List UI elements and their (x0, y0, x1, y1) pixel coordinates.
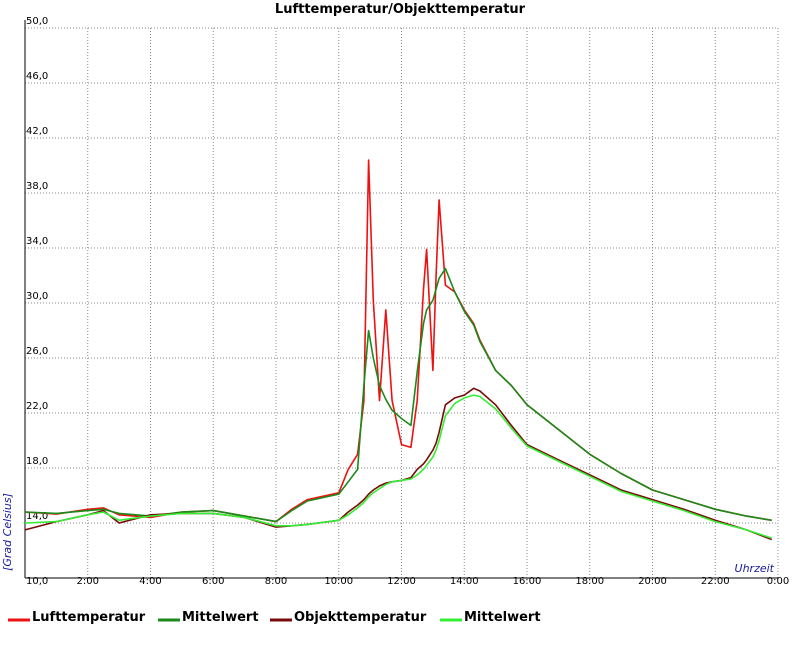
x-tick-label: 6:00 (202, 576, 224, 587)
legend-label: Lufttemperatur (32, 610, 146, 625)
data-line (24, 159, 772, 523)
y-tick-label: 10,0 (26, 576, 48, 587)
x-tick-label: 0:00 (767, 576, 789, 587)
legend-label: Mittelwert (464, 610, 541, 625)
x-tick-label: 2:00 (77, 576, 99, 587)
y-tick-label: 34,0 (26, 236, 48, 247)
y-tick-label: 30,0 (26, 291, 48, 302)
x-tick-label: 18:00 (575, 576, 604, 587)
chart-title: Lufttemperatur/Objekttemperatur (275, 2, 526, 17)
y-tick-label: 26,0 (26, 346, 48, 357)
y-tick-label: 18,0 (26, 456, 48, 467)
data-line (24, 394, 772, 539)
y-tick-label: 22,0 (26, 401, 48, 412)
y-tick-label: 42,0 (26, 126, 48, 137)
x-tick-label: 12:00 (387, 576, 416, 587)
legend: Lufttemperatur Mittelwert Objekttemperatur… (8, 610, 541, 625)
x-tick-label: 10:00 (324, 576, 353, 587)
x-tick-label: 8:00 (265, 576, 287, 587)
x-tick-label: 22:00 (701, 576, 730, 587)
x-tick-label: 14:00 (450, 576, 479, 587)
legend-label: Mittelwert (182, 610, 259, 625)
y-tick-label: 14,0 (26, 511, 48, 522)
legend-label: Objekttemperatur (294, 610, 427, 625)
y-axis-label: [Grad Celsius] (1, 493, 14, 571)
x-tick-label: 20:00 (638, 576, 667, 587)
x-tick-label: 4:00 (139, 576, 161, 587)
x-tick-label: 16:00 (513, 576, 542, 587)
x-axis-label: Uhrzeit (735, 562, 775, 575)
y-tick-label: 38,0 (26, 181, 48, 192)
y-tick-label: 46,0 (26, 71, 48, 82)
data-line (24, 267, 772, 523)
y-tick-label: 50,0 (26, 16, 48, 27)
